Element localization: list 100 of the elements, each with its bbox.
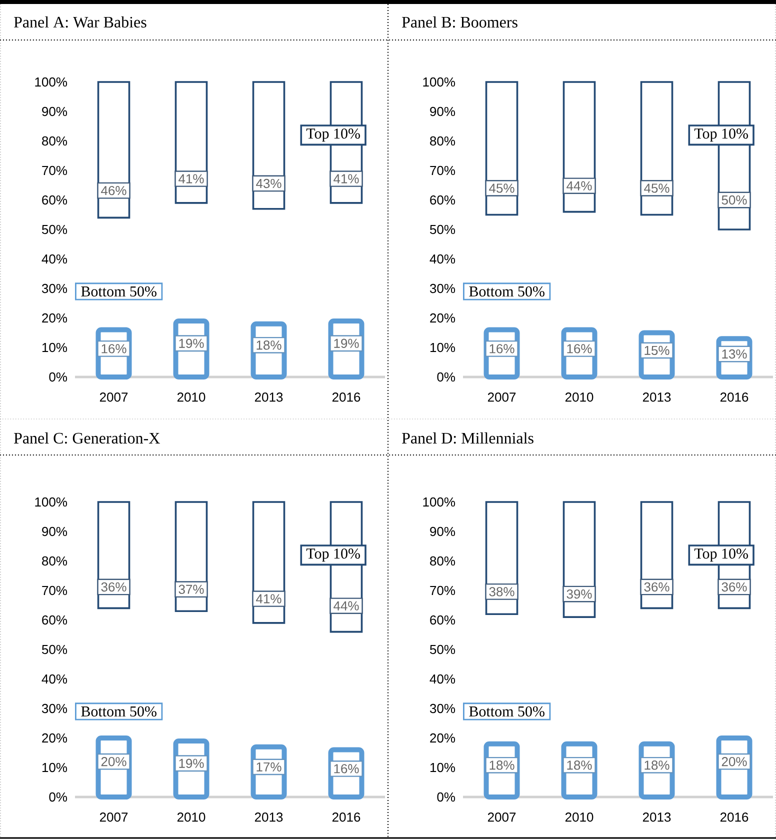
y-tick-label: 90% <box>42 526 68 536</box>
y-tick-label: 40% <box>430 674 456 684</box>
y-tick-label: 20% <box>430 313 456 323</box>
data-label: 43% <box>256 178 282 188</box>
data-label: 41% <box>334 174 359 184</box>
y-tick-label: 40% <box>42 254 68 264</box>
y-tick-label: 80% <box>430 556 456 566</box>
series-label: Top 10% <box>306 128 360 142</box>
y-tick-label: 0% <box>437 792 456 802</box>
y-tick-label: 80% <box>42 136 68 146</box>
y-tick-label: 100% <box>423 497 456 507</box>
text: Bottom 50% <box>469 706 544 717</box>
y-tick-label: 60% <box>430 615 456 625</box>
x-tick-label: 2007 <box>100 392 128 402</box>
y-tick-label: 30% <box>42 704 68 714</box>
y-tick-label: 10% <box>430 762 456 772</box>
data-label: 44% <box>566 181 592 190</box>
chart-title: Panel D: Millennials <box>402 432 534 444</box>
y-tick-label: 20% <box>42 733 68 743</box>
y-tick-label: 100% <box>423 77 456 87</box>
chart-title: Panel A: War Babies <box>14 16 146 28</box>
y-tick-label: 100% <box>35 77 68 87</box>
y-tick-label: 10% <box>42 762 68 772</box>
series-label: Top 10% <box>694 548 748 562</box>
data-label: 16% <box>490 344 514 354</box>
x-tick-label: 2007 <box>100 812 128 822</box>
y-tick-label: 20% <box>42 313 68 323</box>
y-tick-label: 50% <box>42 224 68 234</box>
y-tick-label: 90% <box>42 106 68 116</box>
bar <box>252 501 286 624</box>
series-label: Bottom 50% <box>81 706 156 717</box>
y-tick-label: 0% <box>437 372 456 382</box>
x-tick-label: 2010 <box>177 392 206 402</box>
x-tick-label: 2013 <box>254 812 283 822</box>
bar <box>562 81 596 213</box>
series-label: Top 10% <box>306 548 360 562</box>
x-tick-label: 2016 <box>720 812 748 822</box>
data-label: 36% <box>644 582 670 592</box>
data-label: 16% <box>567 344 592 354</box>
data-label: 36% <box>722 582 747 592</box>
data-label: 19% <box>334 338 359 348</box>
data-label: 20% <box>101 757 126 766</box>
data-label: 37% <box>178 584 204 594</box>
data-label: 20% <box>722 757 747 766</box>
x-tick-label: 2016 <box>720 392 748 402</box>
data-label: 45% <box>489 184 514 193</box>
data-label: 50% <box>722 195 747 205</box>
data-label: 19% <box>179 758 204 768</box>
data-label: 18% <box>567 760 592 770</box>
y-tick-label: 60% <box>42 615 68 625</box>
y-tick-label: 10% <box>430 342 456 352</box>
y-tick-label: 60% <box>42 195 68 205</box>
data-label: 18% <box>490 760 514 770</box>
y-tick-label: 50% <box>430 224 456 234</box>
data-label: 41% <box>256 594 282 604</box>
y-tick-label: 30% <box>430 284 456 294</box>
y-tick-label: 0% <box>49 372 68 382</box>
y-tick-label: 60% <box>430 195 456 205</box>
chart-title: Panel B: Boomers <box>402 16 518 28</box>
x-tick-label: 2016 <box>332 812 360 822</box>
data-label: 15% <box>644 346 670 356</box>
data-label: 17% <box>256 762 282 772</box>
text: Bottom 50% <box>469 286 544 297</box>
series-label: Top 10% <box>694 128 748 142</box>
text: Bottom 50% <box>81 286 156 297</box>
data-label: 16% <box>334 764 359 774</box>
y-tick-label: 80% <box>42 556 68 566</box>
y-tick-label: 90% <box>430 526 456 536</box>
x-tick-label: 2013 <box>642 392 671 402</box>
y-tick-label: 50% <box>42 644 68 654</box>
x-tick-label: 2013 <box>642 812 671 822</box>
data-label: 36% <box>101 582 126 592</box>
y-tick-label: 40% <box>430 254 456 264</box>
x-tick-label: 2007 <box>488 392 516 402</box>
data-label: 16% <box>102 344 126 354</box>
bar <box>485 81 518 216</box>
data-label: 45% <box>644 184 670 193</box>
data-label: 44% <box>334 601 359 610</box>
y-tick-label: 70% <box>42 166 68 176</box>
y-tick-label: 90% <box>430 106 456 116</box>
x-tick-label: 2010 <box>177 812 206 822</box>
x-tick-label: 2013 <box>254 392 283 402</box>
data-label: 39% <box>566 589 592 599</box>
x-tick-label: 2010 <box>565 812 594 822</box>
data-label: 18% <box>644 760 670 770</box>
y-tick-label: 70% <box>430 586 456 596</box>
y-tick-label: 40% <box>42 674 68 684</box>
y-tick-label: 20% <box>430 733 456 743</box>
data-label: 46% <box>101 186 126 196</box>
x-tick-label: 2010 <box>565 392 594 402</box>
y-tick-label: 80% <box>430 136 456 146</box>
data-label: 19% <box>179 338 204 348</box>
data-label: 41% <box>178 174 204 184</box>
y-tick-label: 100% <box>35 497 68 507</box>
y-tick-label: 10% <box>42 342 68 352</box>
data-label: 13% <box>722 349 747 359</box>
y-tick-label: 30% <box>430 704 456 714</box>
y-tick-label: 30% <box>42 284 68 294</box>
y-tick-label: 70% <box>42 586 68 596</box>
y-tick-label: 70% <box>430 166 456 176</box>
